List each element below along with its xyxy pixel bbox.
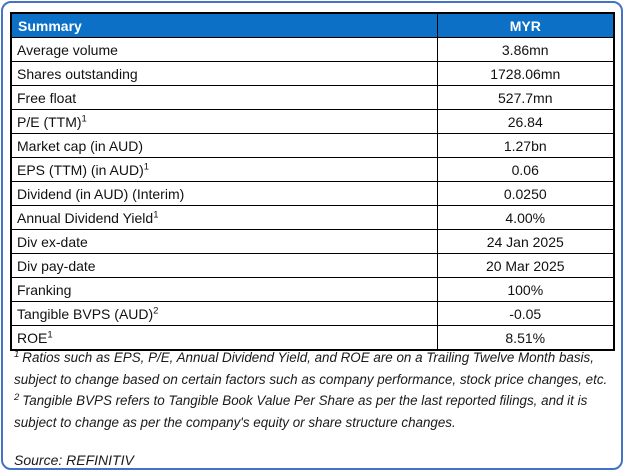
- row-value: 3.86mn: [436, 37, 615, 62]
- row-label: Tangible BVPS (AUD)2: [10, 301, 438, 326]
- row-label: EPS (TTM) (in AUD)1: [10, 157, 438, 182]
- table-row: Average volume 3.86mn: [10, 37, 615, 62]
- footnote-1: 1 Ratios such as EPS, P/E, Annual Dividen…: [14, 347, 612, 390]
- row-label-text: Average volume: [17, 41, 118, 58]
- row-footnote-marker: 2: [153, 304, 159, 316]
- row-value: 1.27bn: [436, 133, 615, 158]
- table-row: EPS (TTM) (in AUD)1 0.06: [10, 157, 615, 182]
- row-footnote-marker: 1: [47, 328, 53, 340]
- row-value: 4.00%: [436, 205, 615, 230]
- table-row: P/E (TTM)1 26.84: [10, 109, 615, 134]
- row-label-text: EPS (TTM) (in AUD): [17, 161, 144, 178]
- row-label: P/E (TTM)1: [10, 109, 438, 134]
- row-footnote-marker: 1: [143, 160, 150, 172]
- row-value: 24 Jan 2025: [436, 229, 615, 254]
- row-value: 0.06: [436, 157, 615, 182]
- row-label-text: Div ex-date: [17, 233, 88, 250]
- row-label-text: Shares outstanding: [17, 65, 138, 82]
- table-row: Div pay-date 20 Mar 2025: [10, 253, 615, 278]
- row-label: Average volume: [10, 37, 438, 62]
- row-label: Market cap (in AUD): [10, 133, 438, 158]
- row-label: Annual Dividend Yield1: [10, 205, 438, 230]
- table-row: Tangible BVPS (AUD)2 -0.05: [10, 301, 615, 326]
- row-value: 20 Mar 2025: [436, 253, 615, 278]
- row-label: Div pay-date: [10, 253, 438, 278]
- row-label-text: Tangible BVPS (AUD): [17, 305, 154, 322]
- row-footnote-marker: 1: [153, 208, 159, 220]
- table-header-currency: MYR: [436, 12, 615, 38]
- source-line: Source: REFINITIV: [14, 451, 134, 468]
- footnote-2-marker: 2: [14, 391, 20, 403]
- table-row: Free float 527.7mn: [10, 85, 615, 110]
- row-value: 0.0250: [436, 181, 615, 206]
- row-label-text: P/E (TTM): [17, 113, 82, 130]
- table-row: Div ex-date 24 Jan 2025: [10, 229, 615, 254]
- row-value: -0.05: [436, 301, 615, 326]
- footnote-2: 2 Tangible BVPS refers to Tangible Book V…: [14, 390, 612, 433]
- footnotes-section: 1 Ratios such as EPS, P/E, Annual Dividen…: [14, 347, 612, 471]
- row-label: Dividend (in AUD) (Interim): [10, 181, 438, 206]
- row-label: ROE1: [10, 325, 438, 351]
- row-label-text: Dividend (in AUD) (Interim): [17, 185, 185, 202]
- summary-table: Summary MYR Average volume 3.86mn Shares…: [10, 12, 615, 351]
- row-value: 1728.06mn: [436, 61, 615, 86]
- row-label-text: Div pay-date: [17, 257, 96, 274]
- row-value: 8.51%: [436, 325, 615, 351]
- table-row: Annual Dividend Yield1 4.00%: [10, 205, 615, 230]
- row-label-text: ROE: [17, 329, 48, 346]
- row-label: Shares outstanding: [10, 61, 438, 86]
- table-row: Dividend (in AUD) (Interim) 0.0250: [10, 181, 615, 206]
- row-value: 26.84: [436, 109, 615, 134]
- table-row: ROE1 8.51%: [10, 325, 615, 351]
- row-label-text: Annual Dividend Yield: [17, 209, 154, 226]
- row-label: Free float: [10, 85, 438, 110]
- row-value: 100%: [436, 277, 615, 302]
- row-footnote-marker: 1: [81, 112, 87, 124]
- table-row: Franking 100%: [10, 277, 615, 302]
- footnote-1-text: Ratios such as EPS, P/E, Annual Dividend…: [14, 350, 608, 387]
- table-header-summary: Summary: [10, 12, 438, 38]
- row-value: 527.7mn: [436, 85, 615, 110]
- row-label-text: Market cap (in AUD): [17, 137, 144, 154]
- table-row: Market cap (in AUD) 1.27bn: [10, 133, 615, 158]
- table-row: Shares outstanding 1728.06mn: [10, 61, 615, 86]
- footnote-1-marker: 1: [14, 348, 20, 360]
- row-label-text: Franking: [17, 281, 72, 298]
- footnote-2-text: Tangible BVPS refers to Tangible Book Va…: [14, 393, 588, 431]
- row-label: Div ex-date: [10, 229, 438, 254]
- row-label: Franking: [10, 277, 438, 302]
- table-header-row: Summary MYR: [10, 12, 615, 38]
- row-label-text: Free float: [17, 89, 77, 106]
